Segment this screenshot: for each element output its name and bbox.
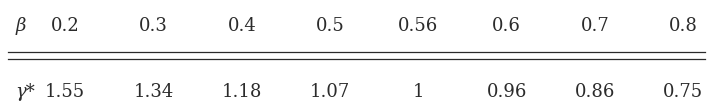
Text: γ*: γ* (16, 82, 36, 100)
Text: 0.3: 0.3 (139, 16, 168, 34)
Text: 1.18: 1.18 (222, 82, 262, 100)
Text: 0.96: 0.96 (486, 82, 527, 100)
Text: 1.07: 1.07 (310, 82, 350, 100)
Text: 0.86: 0.86 (575, 82, 615, 100)
Text: 1.34: 1.34 (133, 82, 174, 100)
Text: 0.75: 0.75 (663, 82, 703, 100)
Text: 0.6: 0.6 (492, 16, 521, 34)
Text: 1: 1 (413, 82, 424, 100)
Text: 0.2: 0.2 (51, 16, 80, 34)
Text: 0.5: 0.5 (316, 16, 344, 34)
Text: 0.4: 0.4 (227, 16, 256, 34)
Text: 0.56: 0.56 (399, 16, 438, 34)
Text: 0.8: 0.8 (669, 16, 697, 34)
Text: 0.7: 0.7 (580, 16, 610, 34)
Text: 1.55: 1.55 (45, 82, 86, 100)
Text: β: β (16, 16, 26, 34)
